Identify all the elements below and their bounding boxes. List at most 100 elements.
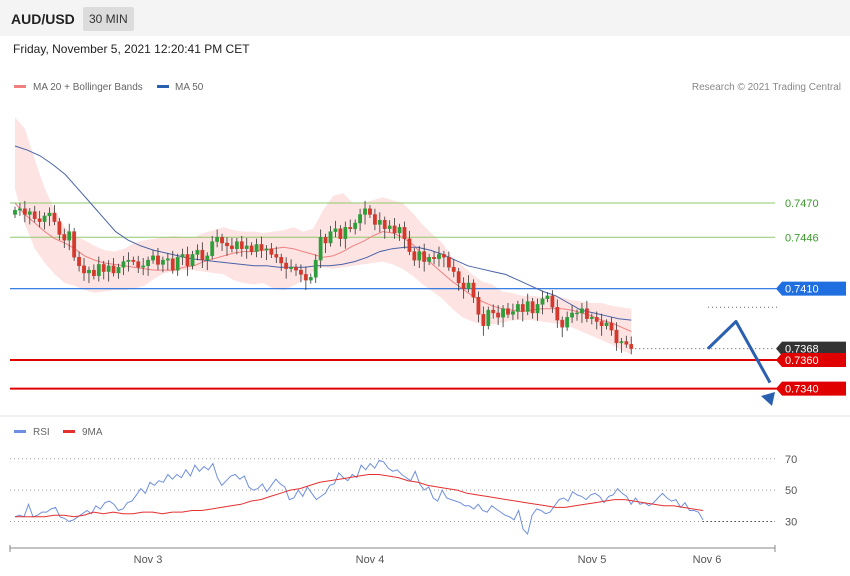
- candle-up: [210, 241, 215, 257]
- candle-down: [609, 322, 614, 331]
- candle-down: [22, 208, 27, 215]
- legend-label-9ma: 9MA: [82, 427, 103, 438]
- candle-up: [264, 248, 269, 251]
- candle-up: [151, 255, 155, 261]
- candle-up: [121, 261, 126, 268]
- candle-down: [471, 282, 476, 298]
- candle-up: [13, 209, 17, 215]
- candle-up: [328, 231, 333, 244]
- candle-up: [87, 269, 91, 274]
- candle-up: [466, 282, 471, 289]
- level-label-3: 0.7368: [785, 344, 819, 356]
- rsi-line: [14, 459, 704, 536]
- candle-up: [234, 241, 239, 249]
- x-tick-label: Nov 3: [134, 554, 163, 566]
- candle-down: [599, 321, 604, 326]
- candle-up: [175, 257, 180, 271]
- level-label-2: 0.7410: [785, 284, 819, 296]
- candle-down: [456, 271, 461, 284]
- candle-up: [511, 311, 515, 315]
- level-label-0: 0.7470: [785, 198, 819, 210]
- candle-up: [604, 322, 609, 326]
- candle-up: [589, 317, 594, 319]
- forecast-arrow-line: [706, 320, 772, 384]
- candle-up: [515, 304, 520, 312]
- candle-down: [555, 307, 560, 321]
- candle-up: [358, 214, 362, 224]
- candle-down: [37, 218, 42, 222]
- header-bar: AUD/USD 30 MIN: [0, 0, 850, 36]
- candle-up: [363, 208, 367, 215]
- candle-down: [530, 301, 535, 314]
- candle-up: [397, 227, 402, 234]
- candle-up: [545, 295, 550, 299]
- candle-up: [47, 212, 52, 217]
- candle-up: [160, 259, 165, 265]
- candle-down: [185, 254, 190, 267]
- ma50-line: [14, 145, 632, 321]
- candle-down: [323, 237, 328, 244]
- rsi-ma-line: [15, 474, 704, 518]
- candle-down: [451, 267, 456, 272]
- candle-down: [614, 329, 619, 344]
- candle-up: [96, 264, 101, 277]
- candle-up: [42, 215, 47, 222]
- candle-down: [550, 295, 555, 308]
- candle-up: [116, 267, 121, 274]
- candle-up: [289, 267, 293, 269]
- candle-down: [200, 249, 205, 261]
- candle-up: [333, 228, 338, 232]
- candle-down: [372, 214, 377, 225]
- candle-down: [249, 245, 254, 252]
- candle-up: [313, 259, 318, 278]
- candle-down: [506, 308, 510, 315]
- candle-up: [27, 211, 32, 215]
- candle-down: [131, 259, 136, 262]
- legend-label-ma50: MA 50: [175, 82, 204, 93]
- bollinger-band: [15, 117, 632, 355]
- candle-up: [180, 254, 185, 258]
- candle-down: [338, 228, 343, 239]
- level-label-4: 0.7360: [785, 355, 819, 367]
- candle-down: [402, 227, 407, 239]
- candle-up: [486, 309, 491, 326]
- candle-up: [308, 277, 313, 281]
- level-tag-5: [776, 381, 846, 396]
- x-tick-label: Nov 4: [356, 554, 385, 566]
- candle-down: [432, 257, 436, 259]
- candle-down: [82, 265, 86, 274]
- legend-swatch-ma50: [157, 85, 169, 88]
- candle-down: [225, 242, 229, 247]
- candle-down: [101, 264, 106, 272]
- candle-down: [91, 269, 96, 277]
- candle-down: [407, 238, 412, 252]
- candle-up: [575, 312, 579, 315]
- candle-down: [156, 255, 160, 265]
- timeframe-button[interactable]: 30 MIN: [83, 7, 134, 31]
- candle-down: [230, 245, 234, 249]
- candle-down: [72, 231, 77, 258]
- x-tick-label: Nov 6: [693, 554, 722, 566]
- level-label-1: 0.7446: [785, 232, 819, 244]
- candle-up: [165, 258, 170, 261]
- candle-up: [18, 208, 22, 211]
- candle-up: [501, 308, 505, 318]
- candle-up: [417, 251, 422, 261]
- candle-up: [427, 257, 432, 262]
- legend-label-rsi: RSI: [33, 427, 50, 438]
- candle-up: [353, 222, 358, 229]
- rsi-level-label-30: 30: [785, 516, 797, 528]
- rsi-pane: [10, 422, 775, 548]
- candle-down: [422, 251, 427, 262]
- candle-down: [446, 257, 451, 268]
- candle-down: [520, 304, 525, 312]
- candle-up: [387, 225, 392, 229]
- candle-down: [62, 234, 67, 241]
- candle-down: [259, 244, 264, 251]
- candle-down: [382, 219, 387, 229]
- candle-up: [437, 254, 441, 259]
- candle-up: [106, 265, 111, 272]
- candle-up: [67, 231, 72, 241]
- candle-down: [624, 341, 629, 345]
